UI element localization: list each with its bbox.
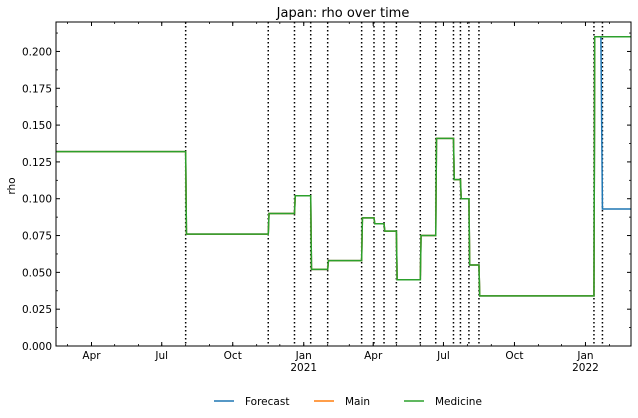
x-tick-label: Jan bbox=[295, 350, 312, 362]
legend-label-medicine: Medicine bbox=[435, 396, 482, 408]
y-tick-label: 0.000 bbox=[22, 341, 52, 353]
y-tick-label: 0.100 bbox=[22, 194, 52, 206]
series-line-medicine bbox=[56, 35, 631, 297]
y-tick-label: 0.050 bbox=[22, 267, 52, 279]
legend-label-main: Main bbox=[345, 396, 370, 408]
y-axis-label: rho bbox=[6, 177, 18, 194]
plot-frame bbox=[55, 21, 632, 347]
x-tick-label: Jan bbox=[576, 350, 593, 362]
legend: Forecast Main Medicine bbox=[214, 396, 482, 408]
x-tick-label: Jul bbox=[436, 350, 450, 362]
x-tick-year-label: 2021 bbox=[290, 362, 317, 374]
y-tick-label: 0.150 bbox=[22, 120, 52, 132]
x-tick-year-label: 2022 bbox=[572, 362, 599, 374]
x-tick-label: Apr bbox=[82, 350, 101, 362]
x-tick-label: Jul bbox=[154, 350, 168, 362]
series-line-main bbox=[56, 35, 631, 297]
x-tick-label: Oct bbox=[224, 350, 242, 362]
y-tick-label: 0.200 bbox=[22, 46, 52, 58]
series-line-forecast bbox=[56, 35, 631, 297]
y-tick-label: 0.025 bbox=[22, 304, 52, 316]
y-tick-label: 0.175 bbox=[22, 83, 52, 95]
plot-area: 0.000 0.025 0.050 0.075 0.100 0.125 0.150 0.175… bbox=[22, 21, 632, 374]
chart-title: Japan: rho over time bbox=[276, 6, 410, 21]
legend-label-forecast: Forecast bbox=[245, 396, 289, 408]
x-tick-label: Apr bbox=[364, 350, 383, 362]
y-tick-label: 0.125 bbox=[22, 157, 52, 169]
y-tick-label: 0.075 bbox=[22, 231, 52, 243]
x-tick-label: Oct bbox=[505, 350, 523, 362]
